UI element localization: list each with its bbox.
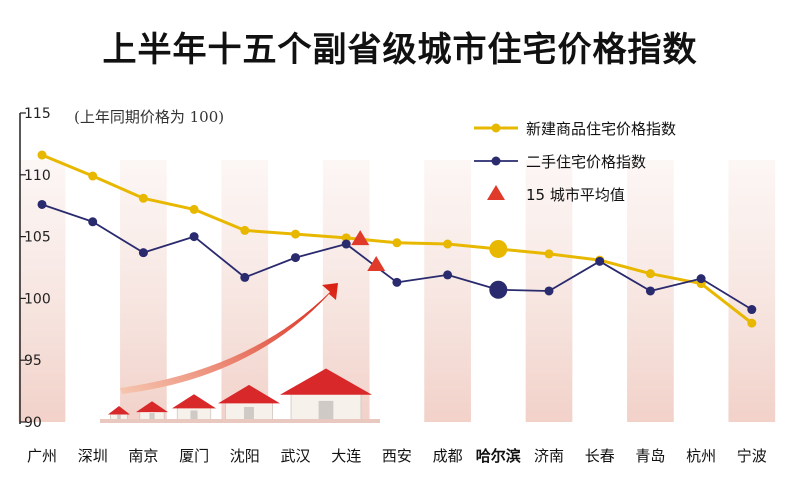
- new-housing-point: [392, 238, 402, 248]
- second-hand-point: [88, 217, 98, 227]
- house: [218, 384, 280, 421]
- second-hand-point: [489, 280, 508, 299]
- x-category-label: 长春: [585, 447, 615, 465]
- legend-swatch-marker: [491, 123, 501, 133]
- new-housing-point: [138, 193, 148, 203]
- second-hand-point: [240, 272, 250, 282]
- y-tick-label: 105: [24, 230, 51, 246]
- new-housing-point: [37, 150, 47, 160]
- second-hand-point: [189, 232, 199, 242]
- house: [172, 394, 216, 421]
- new-housing-point: [341, 233, 351, 243]
- second-hand-point: [138, 248, 148, 258]
- new-housing-point: [189, 204, 199, 214]
- x-category-label: 成都: [433, 447, 463, 465]
- x-category-label: 深圳: [78, 447, 108, 465]
- unit-note: (上年同期价格为 100): [74, 108, 224, 126]
- background-stripe: [424, 160, 471, 422]
- house-door: [244, 406, 254, 420]
- background-stripes: [18, 160, 776, 422]
- x-category-label: 武汉: [280, 447, 310, 465]
- house-door: [318, 400, 334, 420]
- second-hand-point: [392, 277, 402, 287]
- new-housing-point: [544, 249, 554, 259]
- legend-swatch-marker: [491, 156, 501, 166]
- x-category-label: 哈尔滨: [476, 447, 521, 465]
- house-roof: [280, 368, 372, 395]
- y-axis: 115 110 105 100 95 90: [19, 106, 51, 431]
- background-stripe: [728, 160, 776, 422]
- house-door: [190, 410, 198, 420]
- x-category-label: 西安: [382, 447, 412, 465]
- house-roof: [218, 384, 280, 404]
- second-hand-point: [696, 274, 706, 284]
- new-housing-point: [645, 269, 655, 279]
- second-hand-point: [747, 305, 757, 315]
- new-housing-point: [443, 239, 453, 249]
- background-stripe: [221, 160, 269, 422]
- x-category-label: 南京: [128, 447, 158, 465]
- house-roof: [136, 401, 168, 413]
- y-tick-label: 90: [24, 415, 42, 431]
- y-tick-label: 100: [24, 291, 51, 307]
- house-roof: [108, 405, 130, 415]
- chart-title: 上半年十五个副省级城市住宅价格指数: [102, 30, 698, 70]
- average-marker-second-hand: [367, 256, 386, 272]
- average-marker-new: [351, 230, 370, 246]
- new-housing-point: [747, 318, 757, 328]
- legend-label: 二手住宅价格指数: [526, 153, 646, 171]
- background-stripe: [120, 160, 167, 422]
- x-category-label: 杭州: [686, 447, 716, 465]
- new-housing-point: [240, 225, 250, 235]
- new-housing-point: [291, 229, 300, 239]
- second-hand-point: [341, 239, 351, 249]
- x-category-label: 济南: [534, 447, 564, 465]
- x-category-label: 青岛: [635, 447, 665, 465]
- second-hand-point: [595, 256, 605, 266]
- y-tick-label: 110: [24, 168, 51, 184]
- x-category-label: 厦门: [179, 447, 209, 465]
- x-category-label: 宁波: [737, 447, 767, 465]
- legend-label: 新建商品住宅价格指数: [526, 120, 676, 138]
- second-hand-point: [443, 270, 453, 280]
- x-category-label: 沈阳: [230, 447, 260, 465]
- house: [280, 368, 372, 421]
- house-ground: [100, 419, 380, 423]
- house-door: [117, 414, 121, 420]
- y-tick-label: 115: [24, 106, 51, 122]
- second-hand-point: [37, 199, 47, 209]
- category-labels: 广州 深圳 南京 厦门 沈阳 武汉 大连 西安 成都 哈尔滨 济南 长春 青岛 杭州 宁波: [27, 447, 767, 465]
- x-category-label: 大连: [331, 447, 361, 465]
- house-illustration: [100, 283, 380, 423]
- legend-swatch-triangle: [487, 185, 505, 200]
- second-hand-point: [291, 253, 300, 263]
- new-housing-point: [88, 171, 98, 181]
- y-tick-label: 95: [24, 353, 42, 369]
- series-layer: [37, 150, 757, 328]
- second-hand-point: [645, 286, 655, 296]
- second-hand-point: [544, 286, 554, 296]
- house-door: [149, 413, 155, 420]
- new-housing-point: [489, 239, 508, 258]
- x-category-label: 广州: [27, 447, 57, 465]
- house-roof: [172, 394, 216, 409]
- legend-label: 15 城市平均值: [526, 186, 625, 204]
